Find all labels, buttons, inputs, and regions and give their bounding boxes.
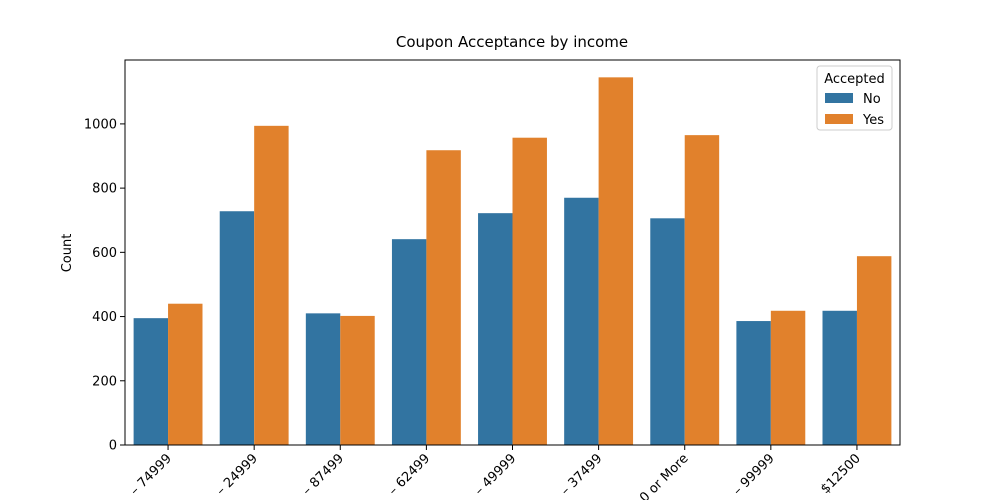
bar	[391, 239, 427, 445]
plot-frame	[124, 59, 901, 446]
x-tick-label: – 49999	[472, 451, 519, 498]
x-tick-label: – 99999	[730, 451, 777, 498]
legend-swatch	[825, 93, 853, 103]
chart-title: Coupon Acceptance by income	[396, 33, 628, 51]
bar	[736, 321, 771, 445]
bar	[478, 213, 513, 445]
bar	[598, 77, 634, 445]
legend-label: Yes	[862, 113, 884, 128]
bar	[512, 137, 547, 445]
bar	[133, 318, 169, 445]
x-tick-label: – 24999	[214, 451, 261, 498]
legend-swatch	[825, 114, 853, 124]
x-tick-label: – 74999	[128, 451, 175, 498]
y-tick-label: 0	[109, 439, 117, 454]
y-tick-label: 200	[92, 374, 117, 389]
bar	[168, 303, 203, 445]
y-tick-label: 600	[92, 246, 117, 261]
bar	[340, 315, 375, 445]
bar	[426, 150, 461, 445]
bar	[822, 310, 857, 445]
x-tick-label: – 87499	[300, 451, 347, 498]
bar	[219, 211, 255, 445]
y-tick-label: 1000	[84, 117, 117, 132]
bar	[856, 256, 892, 445]
x-tick-label: 0 or More	[637, 451, 691, 500]
y-axis-label: Count	[60, 234, 75, 273]
y-tick-label: 800	[92, 182, 117, 197]
legend-title: Accepted	[824, 72, 885, 87]
bar	[305, 313, 341, 445]
bar	[564, 197, 599, 445]
bar	[770, 310, 806, 445]
x-tick-label: $12500	[818, 451, 864, 497]
x-tick-label: – 37499	[558, 451, 605, 498]
bar	[650, 218, 685, 445]
legend-label: No	[863, 92, 881, 107]
bar	[684, 135, 720, 445]
x-tick-label: – 62499	[386, 451, 433, 498]
y-tick-label: 400	[92, 310, 117, 325]
bar	[254, 125, 289, 446]
